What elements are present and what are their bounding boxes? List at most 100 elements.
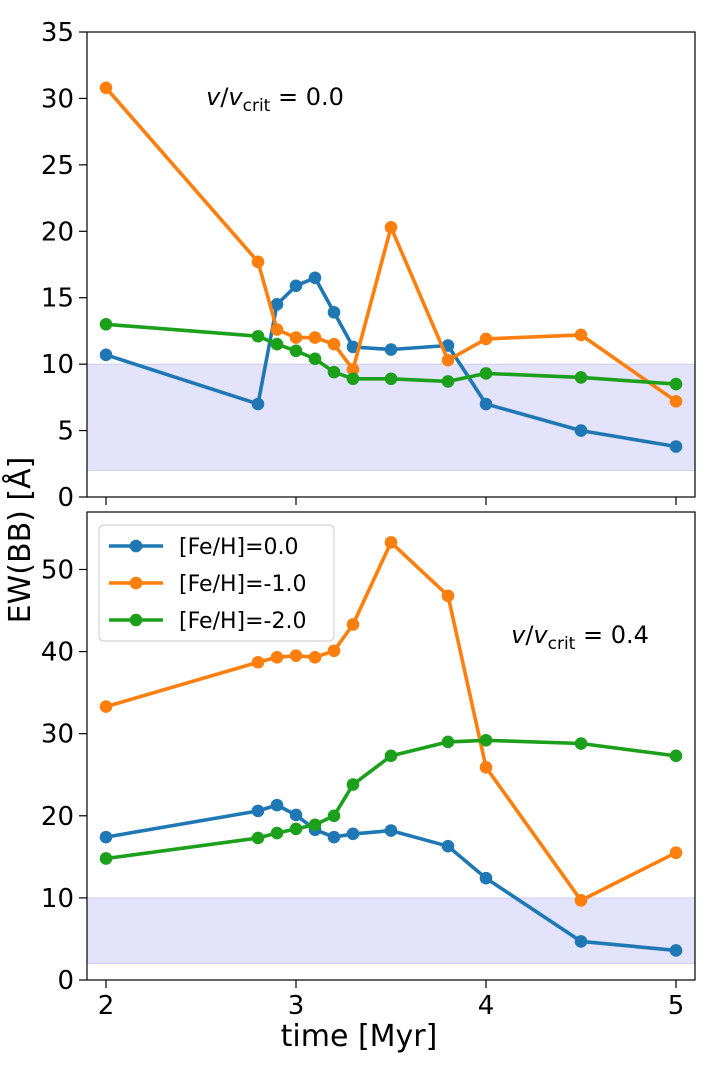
data-point — [270, 298, 284, 311]
data-point — [270, 651, 284, 664]
legend-label: [Fe/H]=0.0 — [179, 535, 299, 560]
data-point — [669, 846, 683, 860]
data-point — [384, 343, 398, 356]
data-point — [251, 831, 265, 845]
data-point — [479, 367, 493, 380]
data-point — [99, 700, 113, 713]
data-point — [251, 329, 265, 343]
y-tick-label: 30 — [41, 84, 74, 114]
y-tick-label: 40 — [41, 638, 74, 668]
data-point — [99, 852, 113, 865]
data-point — [251, 397, 265, 411]
y-tick-label: 10 — [41, 884, 74, 914]
data-point — [346, 340, 360, 354]
data-point — [669, 440, 683, 453]
data-point — [289, 649, 303, 662]
data-point — [479, 397, 493, 411]
x-tick-label: 2 — [98, 991, 115, 1021]
data-point — [99, 81, 113, 95]
data-point — [384, 221, 398, 234]
data-point — [99, 317, 113, 331]
y-tick-label: 0 — [57, 483, 74, 513]
x-axis-label: time [Myr] — [281, 1019, 438, 1054]
series-line — [104, 86, 678, 403]
y-tick-label: 20 — [41, 802, 74, 832]
y-axis-label: EW(BB) [Å] — [2, 457, 38, 624]
data-point — [289, 344, 303, 358]
y-tick-label: 0 — [57, 966, 74, 996]
legend-marker — [129, 613, 143, 627]
data-point — [479, 332, 493, 346]
legend-label: [Fe/H]=-1.0 — [179, 572, 306, 597]
data-point — [384, 372, 398, 386]
data-point — [270, 323, 284, 336]
data-point — [289, 808, 303, 822]
data-point — [384, 749, 398, 763]
data-point — [384, 824, 398, 837]
data-point — [574, 328, 588, 342]
data-point — [346, 618, 360, 631]
y-tick-label: 50 — [41, 555, 74, 585]
data-point — [327, 644, 341, 658]
data-point — [346, 363, 360, 376]
bottom-panel: 0 10 20 30 40 50 2 3 4 5 v/vcrit = 0.4 — [41, 511, 696, 1021]
data-point — [308, 651, 322, 664]
data-point — [327, 337, 341, 351]
legend-item: [Fe/H]=0.0 — [109, 535, 299, 560]
y-tick-label: 35 — [41, 18, 74, 48]
y-tick-label: 5 — [57, 417, 74, 447]
data-point — [384, 536, 398, 549]
data-point — [327, 365, 341, 379]
data-point — [308, 331, 322, 344]
x-tick-label: 4 — [478, 991, 495, 1021]
data-point — [441, 735, 455, 749]
data-point — [346, 372, 360, 386]
data-point — [346, 778, 360, 791]
x-tick-label: 3 — [288, 991, 305, 1021]
legend-label: [Fe/H]=-2.0 — [179, 609, 306, 634]
rotation-annotation: v/vcrit = 0.0 — [206, 83, 344, 116]
data-point — [574, 371, 588, 384]
y-tick-label: 15 — [41, 284, 74, 314]
data-point — [669, 749, 683, 763]
data-point — [669, 377, 683, 391]
legend-item: [Fe/H]=-1.0 — [109, 572, 306, 597]
data-point — [270, 798, 284, 812]
data-point — [289, 822, 303, 836]
data-point — [308, 818, 322, 832]
data-point — [441, 375, 455, 388]
data-point — [289, 279, 303, 293]
data-point — [270, 337, 284, 351]
y-tick-label: 30 — [41, 720, 74, 750]
data-point — [669, 395, 683, 408]
axes-frame — [86, 31, 696, 498]
data-point — [308, 352, 322, 366]
data-point — [574, 424, 588, 437]
data-point — [346, 827, 360, 841]
data-point — [308, 271, 322, 285]
data-point — [327, 830, 341, 844]
data-point — [441, 839, 455, 853]
data-point — [289, 331, 303, 344]
shaded-band — [86, 897, 696, 964]
top-panel: 0 5 10 15 20 25 30 35 v/vcrit = 0.0 — [41, 18, 696, 513]
legend-marker — [129, 539, 143, 553]
data-point — [441, 589, 455, 603]
data-point — [441, 353, 455, 367]
data-point — [479, 733, 493, 747]
data-point — [99, 830, 113, 844]
data-point — [327, 306, 341, 319]
axes-frame — [86, 511, 696, 981]
data-point — [479, 761, 493, 774]
data-point — [251, 655, 265, 669]
rotation-annotation: v/vcrit = 0.4 — [511, 621, 649, 654]
data-point — [99, 348, 113, 362]
data-point — [251, 804, 265, 818]
data-point — [669, 944, 683, 957]
legend-box — [98, 524, 335, 642]
data-point — [251, 255, 265, 269]
data-point — [574, 935, 588, 948]
legend-marker — [129, 576, 143, 590]
data-point — [479, 871, 493, 885]
